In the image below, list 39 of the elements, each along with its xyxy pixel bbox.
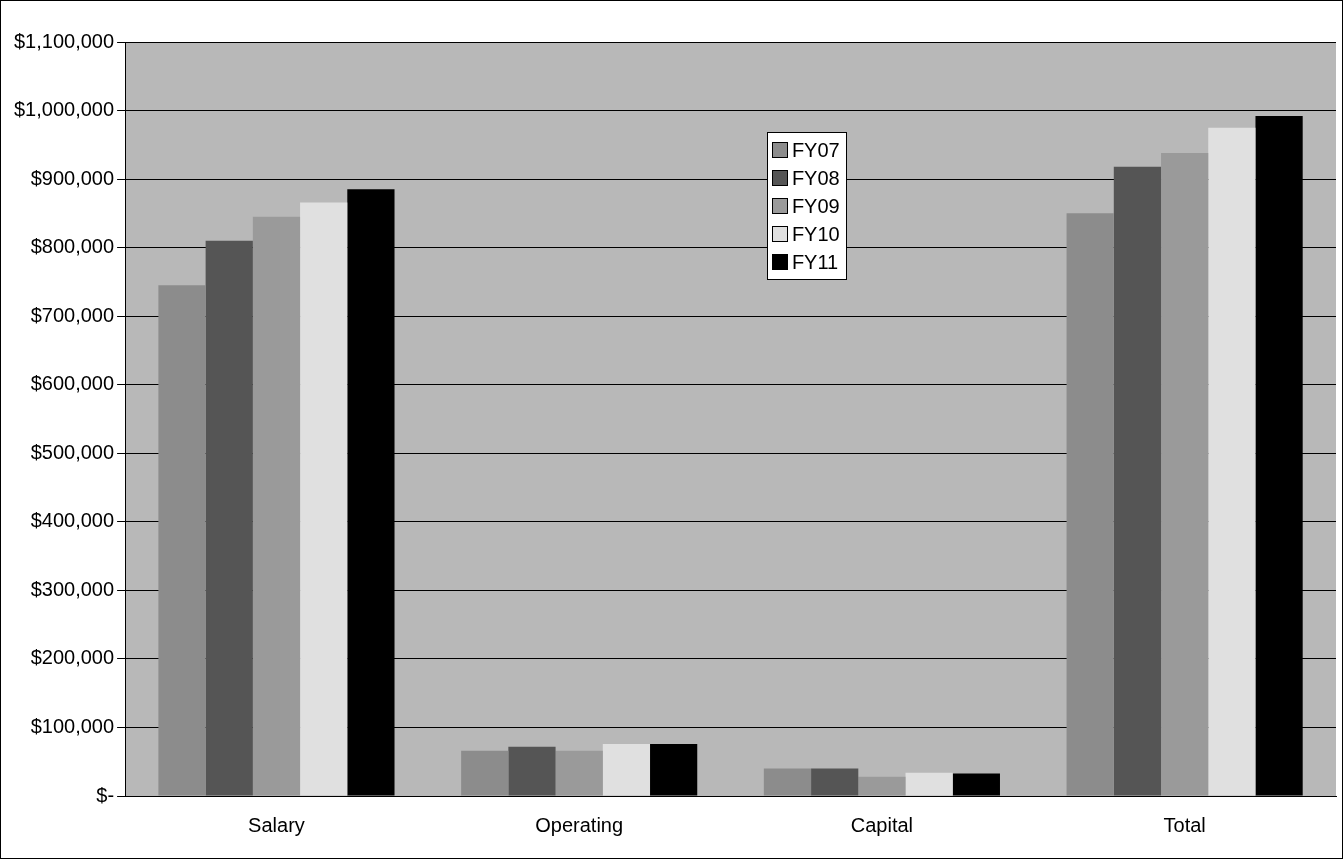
bar — [252, 216, 301, 796]
y-tick-label: $300,000 — [30, 577, 115, 600]
bar — [858, 776, 906, 796]
bar — [508, 746, 556, 796]
legend-label: FY09 — [791, 194, 840, 220]
legend-label: FY10 — [791, 222, 840, 248]
bar — [811, 768, 859, 796]
x-tick-label: Salary — [248, 813, 305, 836]
bar — [1208, 127, 1256, 796]
legend-label: FY07 — [791, 138, 840, 164]
bar — [461, 750, 509, 796]
y-tick-label: $800,000 — [30, 235, 115, 258]
legend-label: FY11 — [791, 250, 839, 276]
bar — [205, 240, 253, 796]
bar — [1066, 213, 1114, 796]
y-tick-label: $900,000 — [30, 166, 115, 189]
bar — [952, 773, 1000, 796]
bar — [602, 743, 651, 796]
y-tick-label: $400,000 — [30, 509, 115, 532]
x-tick-label: Operating — [535, 813, 624, 836]
bar — [158, 285, 206, 796]
y-tick-label: $700,000 — [30, 303, 115, 326]
bar — [905, 772, 953, 796]
y-tick-label: $1,100,000 — [13, 29, 115, 52]
y-tick-label: $- — [96, 783, 115, 806]
y-tick-label: $200,000 — [30, 646, 115, 669]
y-tick-label: $500,000 — [30, 440, 115, 463]
x-tick-label: Total — [1163, 813, 1206, 836]
bar — [763, 768, 812, 796]
bar — [1161, 153, 1209, 796]
y-tick-label: $600,000 — [30, 372, 115, 395]
bar — [555, 750, 603, 796]
y-tick-label: $100,000 — [30, 714, 115, 737]
bar — [650, 743, 698, 796]
bar — [300, 202, 348, 796]
legend-label: FY08 — [791, 166, 840, 192]
bar — [1113, 166, 1162, 796]
x-tick-label: Capital — [850, 813, 914, 836]
y-tick-label: $1,000,000 — [13, 98, 115, 121]
